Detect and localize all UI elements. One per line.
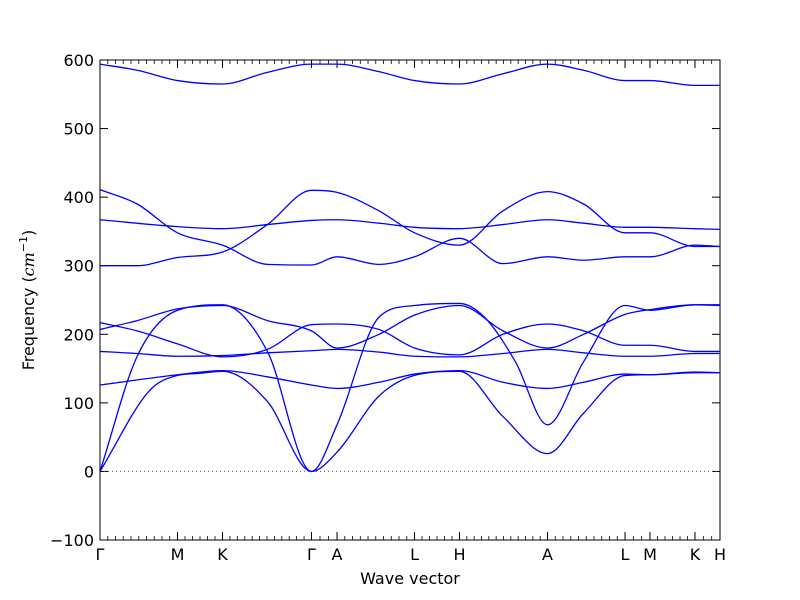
k-point-label: H xyxy=(714,545,726,564)
phonon-branch-8 xyxy=(99,188,721,266)
y-axis-label-unit: cm xyxy=(19,252,38,276)
y-tick-label: 300 xyxy=(63,257,94,276)
phonon-branch-4 xyxy=(99,348,720,358)
k-point-label: M xyxy=(643,545,657,564)
phonon-branch-7 xyxy=(100,189,720,267)
y-axis-label-exponent: −1 xyxy=(17,236,30,252)
series-layer xyxy=(99,63,721,473)
y-tick-label: 400 xyxy=(63,188,94,207)
plot-frame xyxy=(99,59,721,541)
y-axis-label: Frequency (cm−1) xyxy=(17,230,38,371)
k-point-label: M xyxy=(171,545,185,564)
k-point-label: L xyxy=(621,545,630,564)
phonon-branch-6 xyxy=(99,304,720,349)
y-axis-label-text: Frequency ( xyxy=(19,276,38,370)
y-axis-label-close: ) xyxy=(19,230,38,236)
phonon-branch-2 xyxy=(99,302,721,473)
k-point-label: K xyxy=(690,545,701,564)
k-point-label: L xyxy=(410,545,419,564)
y-tick-label: −100 xyxy=(50,531,94,550)
phonon-branch-5 xyxy=(99,321,720,358)
y-tick-label: 200 xyxy=(63,325,94,344)
y-tick-label: 600 xyxy=(63,51,94,70)
y-tick-label: 0 xyxy=(84,462,94,481)
y-tick-label: 500 xyxy=(63,120,94,139)
k-point-label: K xyxy=(217,545,228,564)
y-tick-label: 100 xyxy=(63,394,94,413)
phonon-branch-3 xyxy=(99,369,720,390)
x-axis-label: Wave vector xyxy=(360,569,460,588)
phonon-branch-9 xyxy=(99,219,721,231)
k-point-label: A xyxy=(332,545,343,564)
phonon-branch-1 xyxy=(99,370,721,473)
ticks-layer xyxy=(99,59,721,541)
k-point-label: Γ xyxy=(96,545,105,564)
k-point-label: A xyxy=(542,545,553,564)
k-point-label: Γ xyxy=(307,545,316,564)
k-point-label: H xyxy=(453,545,465,564)
phonon-branch-10 xyxy=(99,63,720,87)
